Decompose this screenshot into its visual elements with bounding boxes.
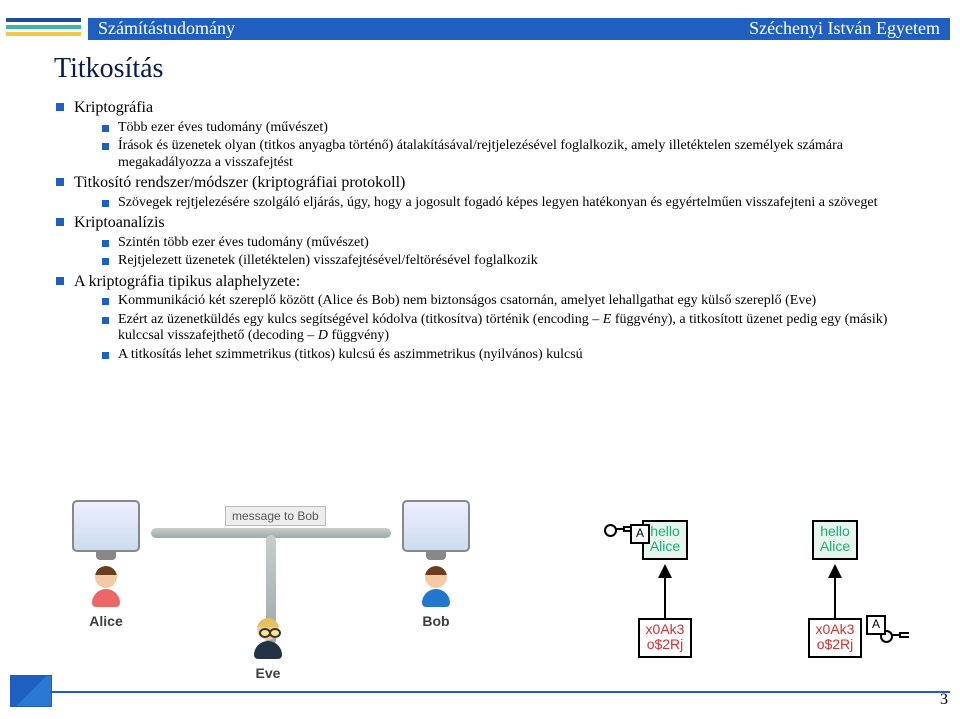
eve-label: Eve <box>228 665 308 681</box>
bullet-l1: KriptoanalízisSzintén több ezer éves tud… <box>54 213 934 270</box>
monitor-icon <box>402 500 470 552</box>
ciphertext-box: x0Ak3 o$2Rj <box>638 618 693 658</box>
bob-icon <box>425 566 447 588</box>
alice-bob-eve-diagram: message to Bob Alice Bob Eve <box>56 500 556 690</box>
alice-label: Alice <box>66 613 146 629</box>
arrow-up-icon <box>658 564 672 578</box>
bob-label: Bob <box>396 613 476 629</box>
monitor-icon <box>72 500 140 552</box>
bullet-l2: Rejtjelezett üzenetek (illetéktelen) vis… <box>100 253 934 270</box>
university-name: Széchenyi István Egyetem <box>749 18 940 39</box>
course-title: Számítástudomány <box>98 18 235 39</box>
header-stripes-icon <box>6 18 81 39</box>
key-label: A <box>630 524 650 544</box>
message-label: message to Bob <box>225 506 326 526</box>
content-area: KriptográfiaTöbb ezer éves tudomány (műv… <box>54 98 934 365</box>
bullet-sublist: Szövegek rejtjelezésére szolgáló eljárás… <box>74 195 934 212</box>
bullet-l1: A kriptográfia tipikus alaphelyzete:Komm… <box>54 272 934 364</box>
alice-icon <box>95 566 117 588</box>
title-bar: Számítástudomány Széchenyi István Egyete… <box>88 18 950 40</box>
key-icon <box>604 524 626 534</box>
bullet-list: KriptográfiaTöbb ezer éves tudomány (műv… <box>54 98 934 363</box>
bullet-l2: A titkosítás lehet szimmetrikus (titkos)… <box>100 347 934 364</box>
bullet-sublist: Kommunikáció két szereplő között (Alice … <box>74 293 934 363</box>
page-title: Titkosítás <box>54 53 163 85</box>
bullet-l2: Szintén több ezer éves tudomány (művésze… <box>100 235 934 252</box>
bullet-l2: Kommunikáció két szereplő között (Alice … <box>100 293 934 310</box>
ciphertext-box: x0Ak3 o$2Rj <box>808 618 863 658</box>
bullet-sublist: Több ezer éves tudomány (művészet)Írások… <box>74 120 934 172</box>
arrow-up-icon <box>828 564 842 578</box>
bullet-l2: Írások és üzenetek olyan (titkos anyagba… <box>100 138 934 171</box>
plaintext-box: hello Alice <box>812 520 858 560</box>
page-number: 3 <box>940 691 948 709</box>
footer-line <box>50 691 950 693</box>
bullet-l2: Ezért az üzenetküldés egy kulcs segítség… <box>100 312 934 345</box>
bullet-l1: Titkosító rendszer/módszer (kriptográfia… <box>54 173 934 211</box>
eve-icon <box>257 618 279 640</box>
key-label: A <box>866 615 886 635</box>
key-diagram: hello Alice x0Ak3 o$2Rj A hello Alice x0… <box>600 520 920 680</box>
slide: Számítástudomány Széchenyi István Egyete… <box>0 0 960 719</box>
bullet-l2: Több ezer éves tudomány (művészet) <box>100 120 934 137</box>
bullet-l1: KriptográfiaTöbb ezer éves tudomány (műv… <box>54 98 934 171</box>
bullet-l2: Szövegek rejtjelezésére szolgáló eljárás… <box>100 195 934 212</box>
bullet-sublist: Szintén több ezer éves tudomány (művésze… <box>74 235 934 270</box>
sze-logo-icon <box>10 675 52 707</box>
